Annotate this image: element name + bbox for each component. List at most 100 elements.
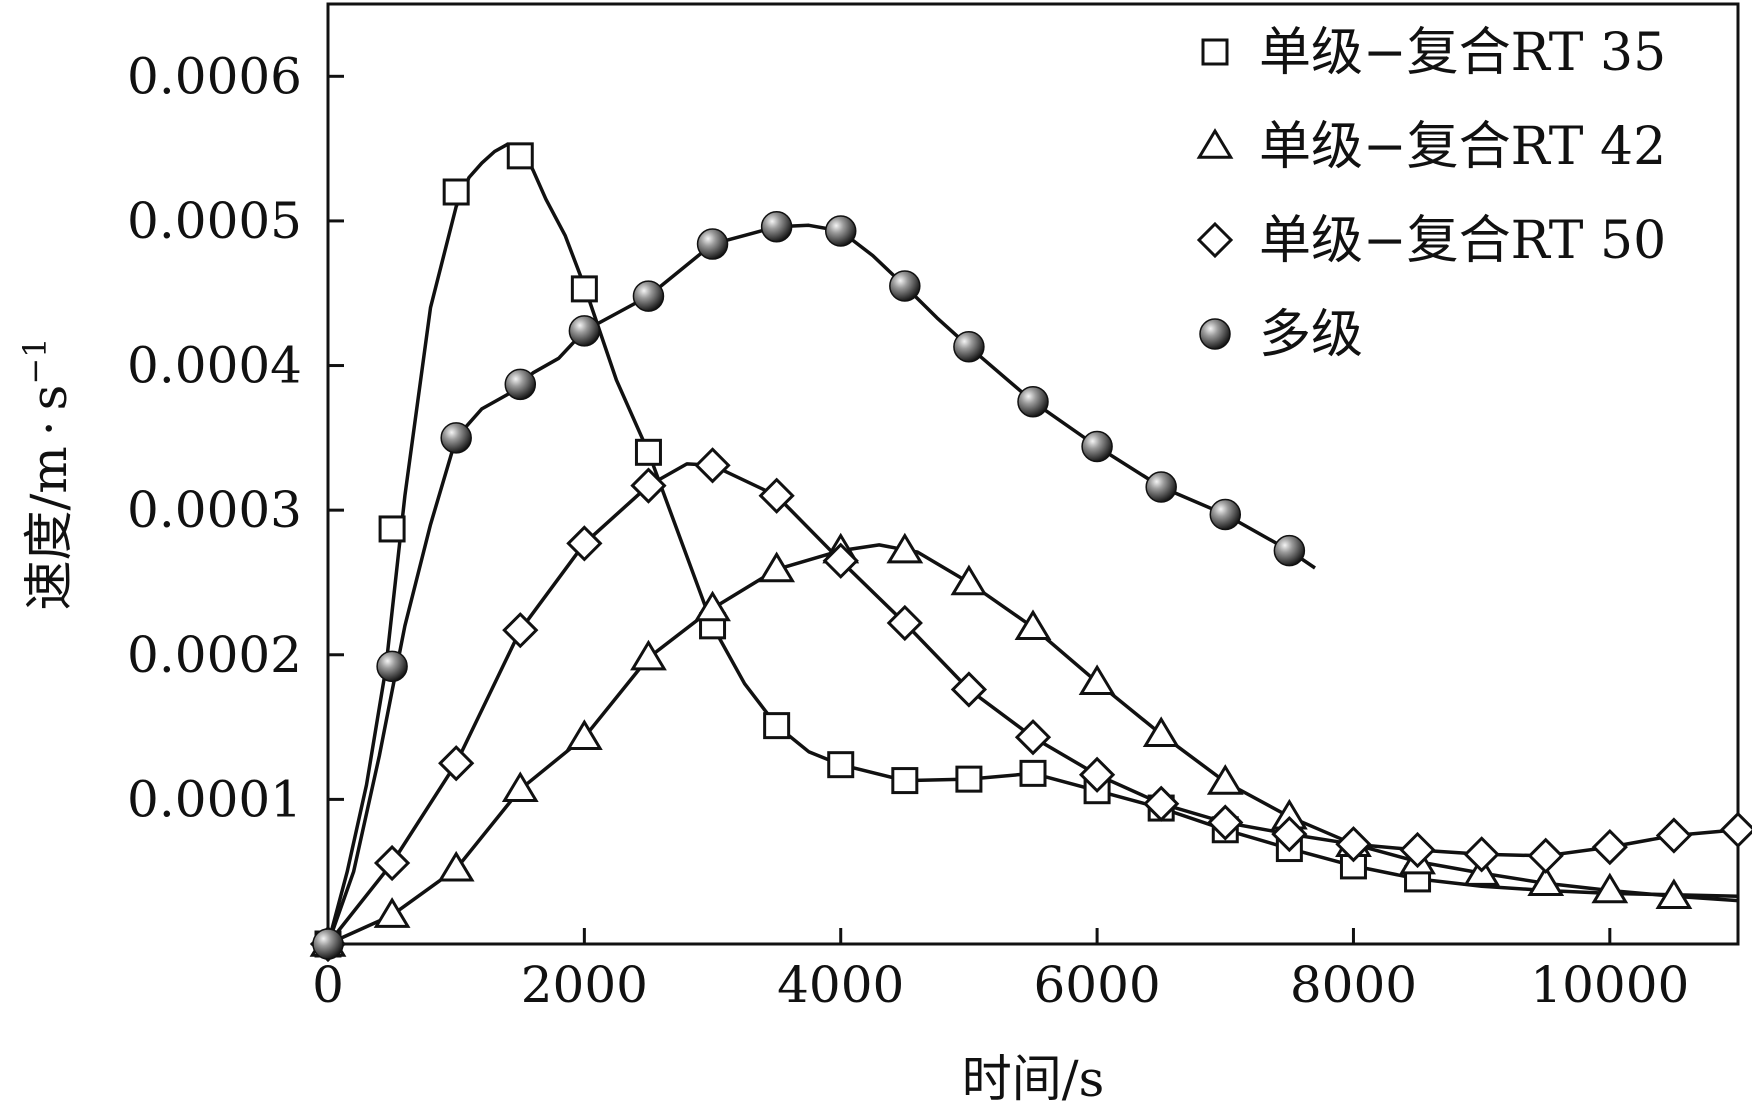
legend-label: 单级−复合RT 42 bbox=[1259, 117, 1666, 177]
triangle-series-data-point bbox=[1078, 664, 1116, 695]
y-axis-title: 速度/m·s−1 bbox=[16, 337, 78, 610]
diamond-series-data-point bbox=[1207, 804, 1244, 841]
diamond-series-data-point bbox=[630, 467, 667, 504]
y-tick-label: 0.0006 bbox=[127, 47, 302, 105]
sphere-series-data-point bbox=[312, 928, 344, 960]
diamond-series-data-point bbox=[1143, 785, 1180, 822]
triangle-series-data-point bbox=[1655, 878, 1693, 910]
legend-square-marker bbox=[1201, 38, 1229, 66]
triangle-series-data-point bbox=[1014, 609, 1052, 641]
diamond-series-data-point bbox=[1527, 837, 1564, 874]
sphere-series-data-point bbox=[889, 270, 921, 302]
diamond-series-data-point bbox=[1335, 826, 1372, 863]
diamond-series-data-point bbox=[1399, 831, 1436, 869]
square-series-data-point bbox=[378, 515, 406, 543]
legend-label: 单级−复合RT 35 bbox=[1259, 23, 1666, 83]
triangle-series-data-point bbox=[1142, 716, 1180, 748]
triangle-series-data-point bbox=[950, 564, 988, 596]
sphere-series-markers bbox=[312, 210, 1306, 960]
x-tick-label: 10000 bbox=[1530, 956, 1689, 1014]
y-tick-label: 0.0003 bbox=[127, 481, 302, 539]
sphere-series-data-point bbox=[504, 368, 537, 401]
triangle-series-data-point bbox=[1591, 872, 1629, 904]
sphere-series-data-point bbox=[568, 315, 601, 347]
legend-item: 单级−复合RT 42 bbox=[1196, 117, 1666, 177]
diamond-series-data-point bbox=[1655, 817, 1693, 854]
sphere-series-data-point bbox=[1209, 498, 1242, 531]
triangle-series-data-point bbox=[758, 551, 796, 583]
x-tick-label: 4000 bbox=[777, 956, 904, 1014]
triangle-series-data-point bbox=[373, 897, 411, 928]
diamond-series-data-point bbox=[1078, 756, 1116, 793]
x-axis-title: 时间/s bbox=[962, 1050, 1105, 1108]
diamond-series-data-point bbox=[694, 447, 731, 484]
legend-diamond-marker bbox=[1196, 221, 1234, 259]
diamond-series-data-point bbox=[822, 542, 859, 579]
legend-label: 单级−复合RT 50 bbox=[1259, 211, 1666, 271]
sphere-series-data-point bbox=[760, 210, 793, 243]
diamond-series-data-point bbox=[950, 671, 988, 708]
y-axis-title-text: 速度/m bbox=[20, 446, 78, 610]
square-series-data-point bbox=[827, 751, 855, 779]
sphere-series-data-point bbox=[440, 422, 472, 454]
triangle-series-data-point bbox=[886, 532, 924, 564]
square-series-data-point bbox=[634, 438, 662, 466]
sphere-series-data-point bbox=[1017, 385, 1049, 418]
sphere-series-data-point bbox=[376, 650, 408, 683]
square-series-data-point bbox=[891, 767, 919, 795]
y-tick-label: 0.0002 bbox=[127, 626, 302, 684]
sphere-series-data-point bbox=[1081, 430, 1113, 463]
y-tick-label: 0.0001 bbox=[127, 770, 302, 828]
x-tick-label: 8000 bbox=[1290, 956, 1417, 1014]
diamond-series-data-point bbox=[373, 844, 411, 882]
legend-item: 单级−复合RT 35 bbox=[1201, 23, 1666, 83]
diamond-series-data-point bbox=[1463, 836, 1500, 873]
legend-item: 多级 bbox=[1199, 305, 1363, 365]
x-tick-label: 0 bbox=[312, 956, 344, 1014]
triangle-series-data-point bbox=[437, 850, 475, 882]
square-series-data-point bbox=[506, 142, 534, 170]
sphere-series-line bbox=[326, 223, 1316, 945]
y-axis-title-unit-exponent: −1 bbox=[16, 337, 54, 384]
plot-area-frame bbox=[326, 2, 1740, 946]
diamond-series-data-point bbox=[1591, 828, 1628, 866]
sphere-series-data-point bbox=[1145, 471, 1177, 503]
triangle-series-data-point bbox=[1206, 764, 1244, 795]
triangle-series-data-point bbox=[630, 639, 667, 671]
legend-triangle-marker bbox=[1196, 128, 1234, 159]
y-tick-label: 0.0004 bbox=[127, 337, 302, 395]
diamond-series-data-point bbox=[758, 477, 795, 514]
triangle-series-markers bbox=[309, 532, 1693, 957]
sphere-series-data-point bbox=[1273, 534, 1306, 567]
sphere-series-data-point bbox=[632, 280, 665, 312]
square-series-data-point bbox=[1019, 759, 1047, 787]
sphere-series-data-point bbox=[824, 215, 857, 247]
triangle-series-data-point bbox=[694, 590, 731, 622]
diamond-series-data-point bbox=[502, 612, 539, 649]
sphere-series-data-point bbox=[953, 330, 985, 363]
diamond-series-data-point bbox=[886, 604, 923, 642]
y-tick-label: 0.0005 bbox=[127, 192, 302, 250]
triangle-series-data-point bbox=[565, 719, 603, 750]
y-axis-title-unit: s bbox=[20, 385, 78, 411]
legend-item: 单级−复合RT 50 bbox=[1196, 211, 1666, 271]
square-series-data-point bbox=[955, 765, 983, 793]
legend-sphere-marker bbox=[1199, 318, 1231, 350]
square-series-data-point bbox=[570, 275, 598, 303]
triangle-series-data-point bbox=[1527, 865, 1565, 897]
triangle-series-data-point bbox=[501, 771, 539, 803]
legend-label: 多级 bbox=[1259, 305, 1363, 365]
diamond-series-data-point bbox=[1719, 811, 1752, 848]
series-markers-layer bbox=[309, 142, 1752, 963]
diamond-series-data-point bbox=[1014, 719, 1052, 756]
x-tick-label: 2000 bbox=[521, 956, 648, 1014]
diamond-series-data-point bbox=[438, 745, 475, 782]
axes-layer: 0 2000 4000 6000 8000 10000 0.0001 0.0002 0.0003… bbox=[127, 47, 1689, 1014]
diamond-series-data-point bbox=[566, 525, 603, 562]
square-series-data-point bbox=[442, 178, 470, 206]
diamond-series-data-point bbox=[1271, 815, 1308, 853]
legend: 单级−复合RT 35 单级−复合RT 42 单级−复合RT 50 多级 bbox=[1196, 23, 1666, 365]
diamond-series-line bbox=[326, 462, 1739, 946]
